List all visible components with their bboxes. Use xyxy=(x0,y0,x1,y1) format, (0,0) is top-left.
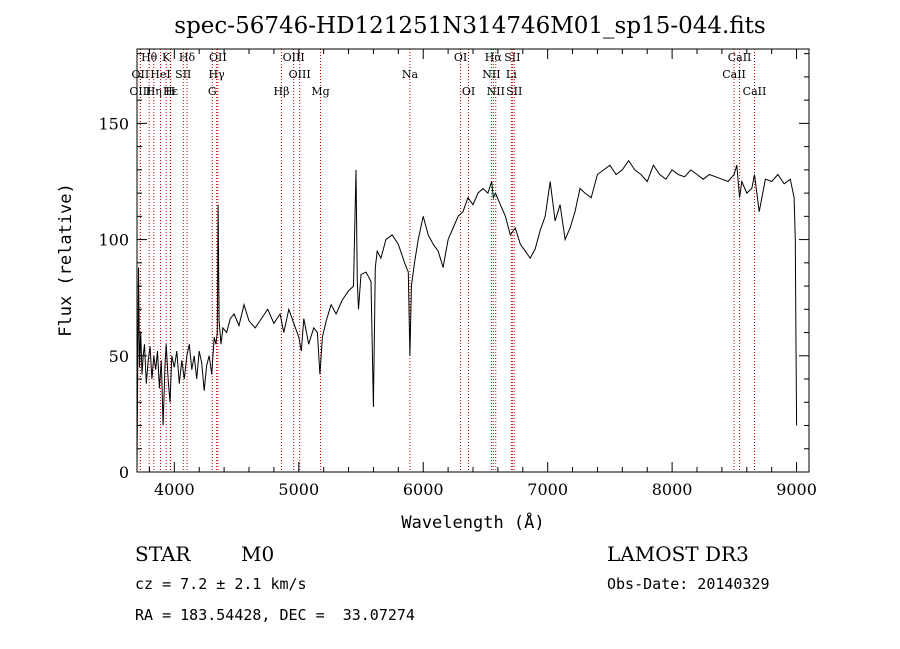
spectral-marker-label: OI xyxy=(454,51,467,64)
x-axis-label: Wavelength (Å) xyxy=(401,511,544,533)
spectral-line-markers xyxy=(139,49,755,472)
spectral-marker-label: OIII xyxy=(129,85,151,98)
spectral-marker-label: Hβ xyxy=(274,85,290,98)
x-tick-label: 9000 xyxy=(776,480,817,499)
spectral-marker-label: Hθ xyxy=(141,51,158,64)
redshift-readout: cz = 7.2 ± 2.1 km/s xyxy=(135,575,307,593)
survey-name: LAMOST DR3 xyxy=(607,542,749,566)
spectral-marker-label: K xyxy=(162,51,171,64)
spectral-marker-label: NII xyxy=(487,85,505,98)
spectral-marker-label: CaII xyxy=(722,68,746,81)
spectral-marker-label: Na xyxy=(402,68,419,81)
spectral-marker-label: OIII xyxy=(289,68,311,81)
spectral-marker-label: OI xyxy=(462,85,475,98)
chart-title: spec-56746-HD121251N314746M01_sp15-044.f… xyxy=(174,13,765,39)
plot-frame xyxy=(136,48,810,473)
spectral-marker-label: Mg xyxy=(311,85,329,98)
spectral-marker-label: CaII xyxy=(743,85,767,98)
spectral-marker-label: H xyxy=(166,85,176,98)
spectral-marker-label: SII xyxy=(504,51,520,64)
spectral-marker-label: G xyxy=(208,85,217,98)
spectral-marker-label: HeI xyxy=(150,68,170,81)
coordinates-readout: RA = 183.54428, DEC = 33.07274 xyxy=(135,606,415,624)
spectral-marker-label: NII xyxy=(482,68,500,81)
spectral-marker-label: Hδ xyxy=(179,51,196,64)
spectral-marker-label: SII xyxy=(175,68,191,81)
flux-series-line xyxy=(136,159,798,468)
spectral-marker-label: Li xyxy=(506,68,517,81)
x-tick-label: 4000 xyxy=(154,480,195,499)
x-tick-label: 8000 xyxy=(652,480,693,499)
y-tick-label: 0 xyxy=(119,463,129,482)
x-tick-label: 5000 xyxy=(278,480,319,499)
spectral-marker-label: CaII xyxy=(728,51,752,64)
y-tick-label: 100 xyxy=(98,231,129,250)
spectral-marker-label: Hα xyxy=(485,51,503,64)
x-tick-label: 6000 xyxy=(403,480,444,499)
x-axis-ticks: 4000 5000 6000 7000 8000 9000 xyxy=(148,49,817,499)
y-axis-label: Flux (relative) xyxy=(56,183,76,337)
spectral-marker-label: SII xyxy=(506,85,522,98)
spectral-marker-label: Hη xyxy=(146,85,162,98)
y-tick-label: 50 xyxy=(109,347,129,366)
object-subclass: M0 xyxy=(241,542,274,566)
spectral-marker-label: OIII xyxy=(283,51,305,64)
spectral-marker-label: Hγ xyxy=(209,68,226,81)
y-axis-ticks: 0 50 100 150 xyxy=(98,53,809,482)
object-class: STAR xyxy=(135,542,191,566)
observation-date: Obs-Date: 20140329 xyxy=(607,575,770,593)
spectral-marker-label: Hε xyxy=(163,85,179,98)
spectral-marker-label: OII xyxy=(132,68,150,81)
y-tick-label: 150 xyxy=(98,114,129,133)
spectral-marker-label: OII xyxy=(209,51,227,64)
x-tick-label: 7000 xyxy=(527,480,568,499)
